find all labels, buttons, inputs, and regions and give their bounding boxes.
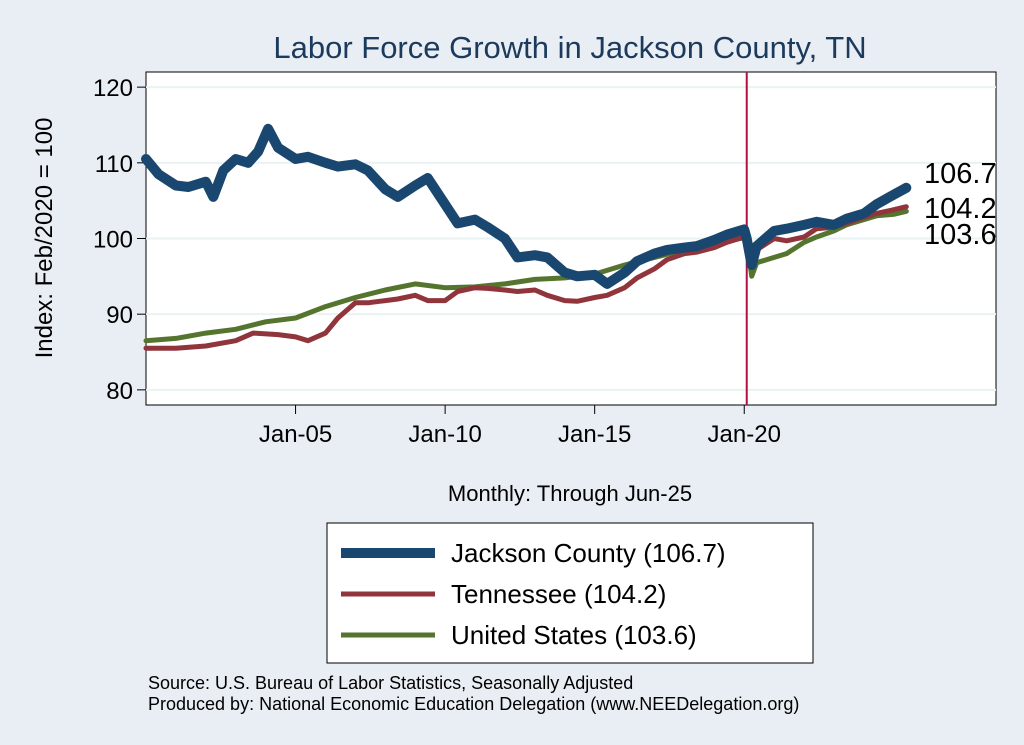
legend-label-2: United States (103.6) xyxy=(451,620,697,650)
series-lines xyxy=(141,123,912,351)
x-axis: Jan-05 Jan-10 Jan-15 Jan-20 xyxy=(259,405,781,448)
end-label-1: 104.2 xyxy=(924,193,997,225)
y-tick-label: 100 xyxy=(93,227,133,254)
series-line-1 xyxy=(143,204,909,351)
chart-title: Labor Force Growth in Jackson County, TN xyxy=(273,30,866,65)
y-tick-label: 120 xyxy=(93,75,133,102)
legend-label-1: Tennessee (104.2) xyxy=(451,579,666,609)
y-tick-label: 90 xyxy=(106,302,133,329)
series-line-0 xyxy=(141,123,912,289)
x-tick-label: Jan-20 xyxy=(708,421,781,448)
source-line: Source: U.S. Bureau of Labor Statistics,… xyxy=(148,673,633,693)
grid-lines xyxy=(146,86,996,391)
y-axis-title: Index: Feb/2020 = 100 xyxy=(31,118,58,359)
end-label-2: 103.6 xyxy=(924,219,997,251)
y-axis: 80 90 100 110 120 xyxy=(93,75,146,405)
legend: Jackson County (106.7) Tennessee (104.2) U… xyxy=(341,538,726,650)
legend-label-0: Jackson County (106.7) xyxy=(451,538,726,568)
x-axis-note: Monthly: Through Jun-25 xyxy=(448,481,692,506)
x-tick-label: Jan-15 xyxy=(558,421,631,448)
y-tick-label: 110 xyxy=(95,151,133,178)
end-label-0: 106.7 xyxy=(924,158,997,190)
produced-by-line: Produced by: National Economic Education… xyxy=(148,694,799,714)
x-tick-label: Jan-10 xyxy=(408,421,481,448)
x-tick-label: Jan-05 xyxy=(259,421,332,448)
y-tick-label: 80 xyxy=(106,378,133,405)
